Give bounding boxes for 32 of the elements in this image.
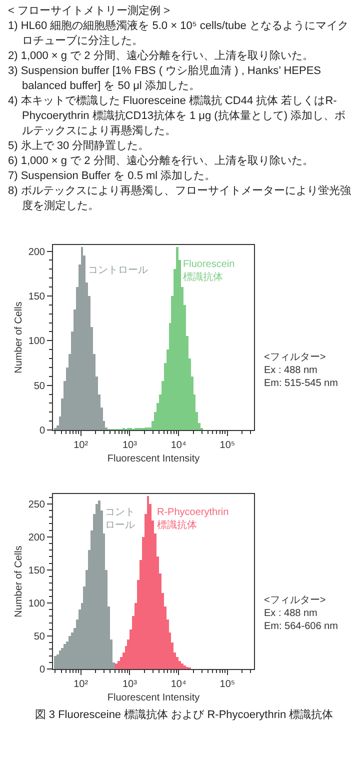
y-tick-label: 100 [28, 336, 46, 348]
series-label: R-Phycoerythrin 標識抗体 [157, 507, 229, 531]
x-tick-label: 10⁵ [220, 440, 236, 451]
series-label: コントロール [105, 507, 135, 531]
y-axis-title: Number of Cells [13, 546, 24, 618]
text: <フィルター> Ex : 488 nm Em: 564-606 nm [264, 595, 338, 632]
y-tick-label: 0 [39, 664, 46, 676]
x-tick-label: 10³ [122, 440, 138, 451]
x-tick-label: 10⁴ [170, 679, 186, 690]
y-tick-label: 50 [34, 631, 46, 642]
chart-title: < フローサイトメトリー測定例 > [8, 4, 171, 19]
text: 図 3 Fluoresceine 標識抗体 および R-Phycoerythrin 標識抗体 [34, 708, 334, 722]
y-tick-label: 100 [28, 598, 46, 610]
x-tick-label: 10³ [122, 679, 138, 690]
x-tick-label: 10² [74, 440, 89, 451]
x-axis-title: Fluorescent Intensity [107, 454, 200, 464]
x-axis-title: Fluorescent Intensity [107, 692, 200, 704]
y-tick-label: 0 [39, 426, 46, 436]
y-tick-label: 150 [28, 565, 46, 576]
series-label: コントロール [88, 265, 148, 276]
text: <フィルター> Ex : 488 nm Em: 515-545 nm [264, 352, 338, 389]
y-tick-label: 150 [28, 291, 46, 302]
y-axis-title: Number of Cells [13, 302, 24, 374]
x-tick-label: 10² [74, 679, 89, 690]
y-tick-label: 50 [34, 380, 46, 392]
x-tick-label: 10⁴ [170, 440, 186, 451]
y-tick-label: 250 [28, 499, 46, 510]
x-tick-label: 10⁵ [220, 679, 236, 690]
y-tick-label: 200 [28, 532, 46, 544]
series-label: Fluorescein 標識抗体 [183, 259, 235, 283]
y-tick-label: 200 [28, 246, 46, 258]
text: 1) HL60 細胞の細胞懸濁液を 5.0 × 10⁵ cells/tube となるようにマイクロチューブに分注した。 2) 1,000 × g で 2 分間、遠心分離を行い、上清を取り除いた。 3) Suspension buffer [1% FBS ( ウシ胎児血清 ) , Hanks’ HEPES balanced buffer] を 50 μl 添加した。 4) 本キットで標識した Fluoresceine 標識抗 CD44 抗体 若しくはR-Phycoerythrin 標識抗CD13抗体を 1 μg (抗体量として) 添加し、ボルテックスにより再懸濁した。 5) 氷上で 30 分間静置した。 6) 1,000 × g で 2 分間、遠心分離を行い、上清を取り除いた。 7) Suspension Buffer を 0.5 ml 添加した。 8) ボルテックスにより再懸濁し、フローサイトメーターにより蛍光強度を測定した。 [8, 20, 351, 212]
